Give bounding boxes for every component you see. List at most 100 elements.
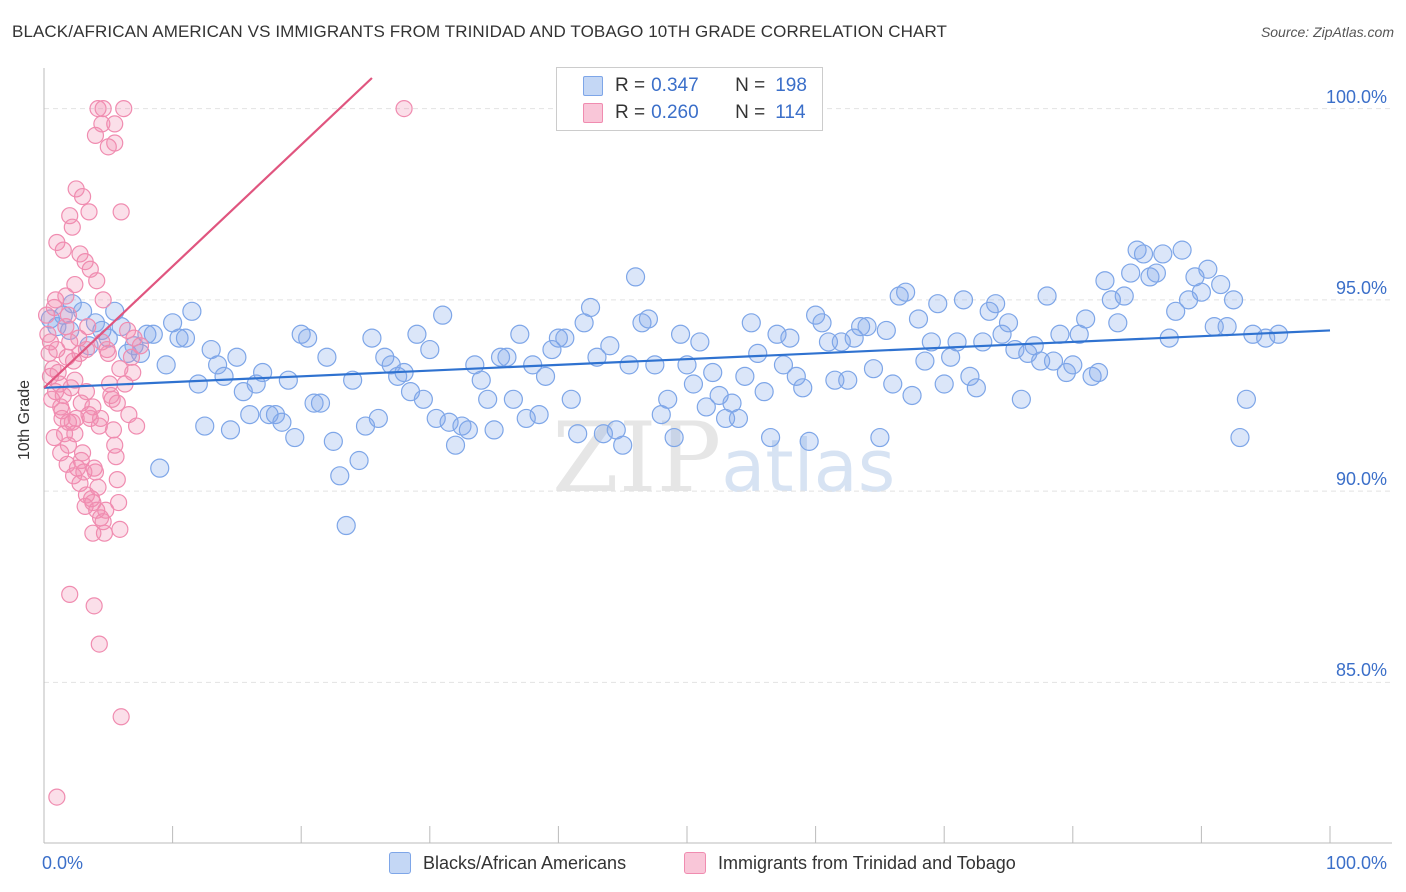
point-trinidad [86,463,105,481]
point-blacks [1217,317,1237,337]
y-axis-title: 10th Grade [16,379,33,460]
point-blacks [670,324,691,344]
point-blacks [1076,309,1096,329]
point-trinidad [124,363,142,382]
point-blacks [805,305,826,325]
point-blacks [1011,389,1031,409]
point-blacks [979,301,999,321]
point-blacks [664,427,684,448]
point-blacks [1114,286,1134,306]
bottom-legend-swatch-trinidad [684,852,706,874]
point-blacks [439,412,459,432]
point-blacks [368,408,388,429]
point-trinidad [63,218,81,236]
legend-row-blacks: R = 0.347 N = 198 [583,72,807,100]
point-blacks [953,290,974,310]
point-trinidad [46,291,65,309]
point-trinidad [48,788,66,806]
point-blacks [1268,324,1289,344]
point-blacks [741,313,761,333]
point-blacks [696,397,716,417]
source-label: Source: ZipAtlas.com [1260,24,1394,40]
point-blacks [883,374,903,394]
legend-n-label: N = [735,75,766,96]
point-blacks [349,450,369,471]
legend-n-value: 114 [775,102,806,123]
point-blacks [748,343,768,363]
point-trinidad [77,340,96,359]
point-blacks [1095,271,1115,291]
point-blacks [407,324,427,344]
point-blacks [1223,290,1244,310]
point-trinidad [90,635,108,653]
bottom-legend-blacks: Blacks/African Americans [389,852,626,874]
point-blacks [844,328,864,348]
point-blacks [188,374,208,394]
point-blacks [529,405,549,425]
point-trinidad [72,451,90,470]
point-blacks [838,370,858,390]
point-blacks [1121,263,1141,283]
watermark-zip: ZIP [552,402,722,514]
point-trinidad [91,509,110,527]
bottom-legend-label-blacks: Blacks/African Americans [423,852,627,873]
point-blacks [445,435,466,455]
point-trinidad [41,367,60,385]
point-blacks [625,267,646,287]
point-blacks [298,328,318,348]
point-blacks [214,366,234,386]
point-blacks [863,359,884,379]
y-tick-label-85: 85.0% [1336,660,1388,680]
point-blacks [735,366,755,386]
point-trinidad [66,425,84,443]
point-blacks [535,366,556,386]
point-trinidad [127,417,146,435]
point-blacks [690,332,710,352]
legend-row-trinidad: R = 0.260 N = 114 [583,99,806,127]
point-trinidad [115,99,133,118]
point-blacks [195,416,215,436]
point-trinidad [99,344,117,362]
point-blacks [703,362,723,383]
legend-n-label: N = [735,102,766,123]
point-blacks [1191,282,1212,302]
point-blacks [638,309,659,329]
point-trinidad [84,398,102,416]
point-blacks [1056,362,1076,383]
point-trinidad [59,306,78,324]
point-blacks [600,336,620,356]
point-blacks [278,370,298,390]
point-blacks [851,317,871,337]
bottom-legend-trinidad: Immigrants from Trinidad and Tobago [684,852,1016,874]
point-blacks [870,427,890,448]
point-blacks [1153,244,1173,264]
point-blacks [1037,286,1057,306]
point-trinidad [73,187,92,206]
point-blacks [613,435,633,455]
point-blacks [568,424,588,444]
point-blacks [478,389,498,409]
point-trinidad [61,585,79,603]
point-blacks [1211,274,1231,295]
point-blacks [343,370,363,390]
legend-n-value: 198 [775,75,807,96]
point-blacks [960,366,980,386]
point-blacks [1230,427,1250,448]
point-blacks [484,420,504,440]
point-blacks [934,374,954,394]
point-blacks [272,412,292,432]
watermark-atlas: atlas [721,424,896,508]
point-blacks [645,355,665,375]
point-blacks [227,347,247,367]
point-blacks [587,347,607,367]
point-trinidad [84,493,102,512]
point-blacks [580,297,601,318]
point-blacks [1063,355,1083,375]
point-trinidad [79,318,97,336]
point-blacks [497,347,517,367]
watermark: ZIPatlas [552,402,895,514]
point-trinidad [45,428,63,447]
point-blacks [831,332,851,352]
trendline-blacks [43,329,1331,389]
point-trinidad [112,708,130,726]
